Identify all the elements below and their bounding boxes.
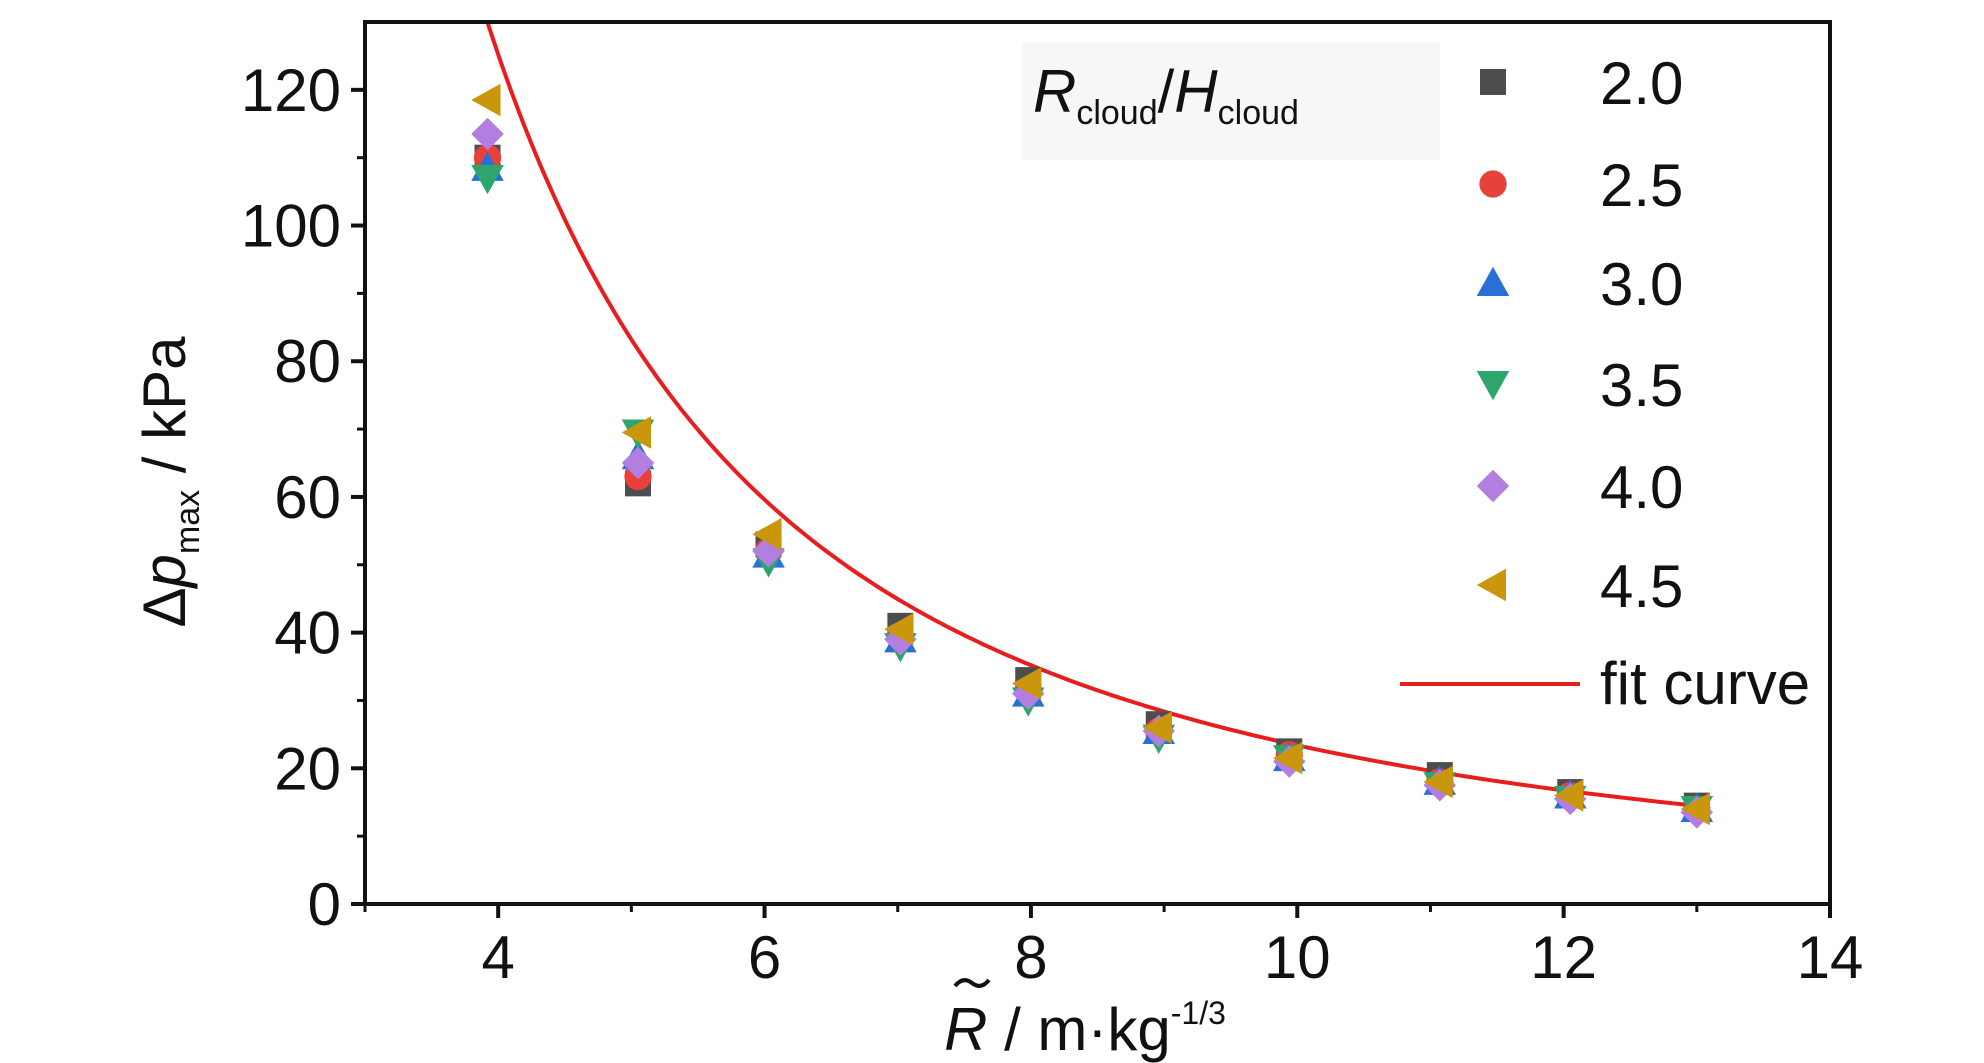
legend-title-h-sub: cloud [1218, 94, 1299, 132]
legend-marker [1476, 469, 1510, 503]
series-2.0 [474, 144, 1710, 819]
legend-entry: 2.0 [1480, 50, 1683, 117]
data-point [1554, 779, 1584, 812]
x-axis-title-exp: -1/3 [1171, 995, 1226, 1031]
svg-text:Δpmax / kPa: Δpmax / kPa [131, 336, 207, 628]
x-tick-label: 14 [1797, 924, 1864, 991]
legend-entries: 2.0 2.5 3.0 3.5 4.0 4.5 [1476, 50, 1683, 620]
data-point [471, 165, 504, 195]
legend-entry: 3.0 [1476, 251, 1683, 318]
y-tick-label: 20 [274, 735, 341, 802]
legend-entry: 3.5 [1476, 352, 1683, 419]
y-axis-title-sub: max [169, 490, 207, 554]
data-point [621, 446, 655, 480]
legend-entry-label: 2.0 [1600, 50, 1683, 117]
data-point [752, 517, 782, 551]
y-axis-title-p: p [131, 554, 198, 589]
x-axis-title-tilde [953, 978, 991, 988]
fit-curve [485, 21, 1697, 808]
legend-title: Rcloud/Hcloud [1033, 58, 1299, 132]
y-tick-label: 0 [308, 871, 341, 938]
legend-title-r-sub: cloud [1076, 94, 1157, 132]
y-tick-label: 40 [274, 600, 341, 667]
x-tick-label: 8 [1014, 924, 1047, 991]
series-3.5 [471, 165, 1714, 826]
x-tick-label: 12 [1530, 924, 1597, 991]
data-point [884, 612, 914, 646]
data-point [471, 117, 504, 151]
data-point [1011, 667, 1042, 700]
plot-frame [363, 20, 1832, 906]
legend-marker [1476, 266, 1510, 296]
y-tick-label: 100 [241, 193, 341, 260]
x-axis-title-main: R [944, 996, 987, 1063]
legend-marker [1479, 170, 1507, 198]
y-axis-title-delta: Δ [131, 587, 198, 627]
y-tick-label: 80 [274, 328, 341, 395]
legend-entry: 2.5 [1479, 152, 1683, 219]
data-points [471, 83, 1714, 829]
data-point [621, 416, 652, 449]
x-axis-title-unit: / m·kg [987, 996, 1170, 1063]
data-point [471, 83, 501, 117]
y-tick-label: 60 [274, 464, 341, 531]
legend-fit-label: fit curve [1600, 650, 1810, 717]
x-axis-title: R / m·kg-1/3 [944, 978, 1226, 1063]
legend-entry-label: 4.0 [1600, 454, 1683, 521]
legend-marker [1476, 371, 1510, 401]
svg-text:R / m·kg-1/3: R / m·kg-1/3 [944, 995, 1226, 1063]
series-2.5 [473, 144, 1711, 823]
legend-title-slash: / [1158, 58, 1175, 125]
y-axis-title-unit: / kPa [131, 336, 198, 490]
x-tick-label: 4 [481, 924, 514, 991]
legend-entry-label: 3.0 [1600, 251, 1683, 318]
legend-entry-label: 3.5 [1600, 352, 1683, 419]
fit-curve-layer [485, 21, 1697, 808]
legend-entry-label: 4.5 [1600, 553, 1683, 620]
series-4.0 [471, 117, 1714, 829]
x-tick-label: 10 [1264, 924, 1331, 991]
legend-title-background [1022, 42, 1440, 160]
data-point [1273, 741, 1303, 775]
legend-marker [1476, 568, 1506, 602]
data-point [1142, 711, 1172, 744]
data-point [1423, 765, 1453, 799]
legend-title-r: R [1033, 58, 1076, 125]
data-point [1680, 792, 1710, 826]
legend-marker [1480, 69, 1506, 95]
legend: Rcloud/Hcloud 2.02.53.03.54.04.5 fit cur… [1022, 42, 1810, 717]
legend-entry: 4.0 [1476, 454, 1683, 521]
x-tick-label: 6 [748, 924, 781, 991]
series-3.0 [471, 151, 1714, 823]
y-tick-label: 120 [241, 57, 341, 124]
legend-title-h: H [1174, 58, 1218, 125]
axis-ticks: 4 6 8 10 12 14 0 20 40 60 80 100 120 [241, 57, 1863, 991]
legend-entry: 4.5 [1476, 553, 1683, 620]
series-4.5 [471, 83, 1710, 826]
y-axis-title: Δpmax / kPa [131, 336, 207, 628]
legend-entry-label: 2.5 [1600, 152, 1683, 219]
